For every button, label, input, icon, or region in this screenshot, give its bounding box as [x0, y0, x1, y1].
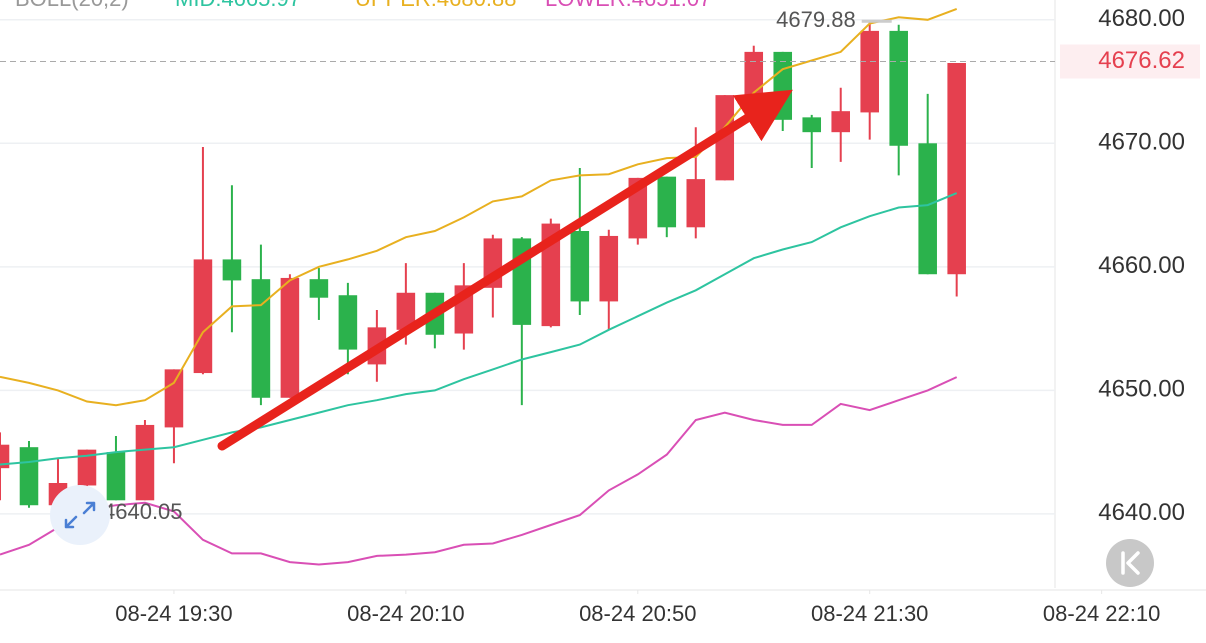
x-tick-label: 08-24 20:10: [347, 601, 464, 626]
candle-body: [0, 444, 10, 469]
band-line: [0, 376, 958, 566]
candle-body: [570, 231, 590, 302]
low-marker-badge: [50, 485, 110, 545]
last-price-tag: [1060, 44, 1200, 79]
legend-entry: BOLL(20,2): [15, 0, 129, 11]
y-tick-label: 4670.00: [1098, 129, 1185, 156]
candle-body: [860, 30, 879, 113]
band-line: [0, 7, 958, 407]
candle-body: [338, 295, 358, 350]
high-label: 4679.88: [776, 7, 856, 32]
collapse-button[interactable]: [1106, 539, 1154, 587]
candle-body: [309, 279, 329, 298]
candle-body: [106, 452, 126, 501]
grid: 4640.00 4650.00 4660.00 4670.00 4680.00 08-24…: [0, 5, 1185, 626]
x-tick-label: 08-24 19:30: [115, 601, 232, 626]
x-tick-label: 08-24 20:50: [579, 601, 696, 626]
annotations: BOLL(20,2) MID:4665.97 UPPER:4680.88 LOWER:…: [0, 0, 1200, 524]
candle-body: [831, 111, 850, 133]
legend-entry: MID:4665.97: [175, 0, 301, 11]
low-marker-icon: [50, 485, 110, 545]
candle-body: [744, 51, 764, 96]
x-tick-label: 08-24 21:30: [811, 601, 928, 626]
y-tick-label: 4660.00: [1098, 252, 1185, 279]
candle-body: [773, 51, 793, 120]
candle-body: [280, 277, 300, 398]
x-tick-label: 08-24 22:10: [1043, 601, 1160, 626]
last-price-label: 4676.62: [1098, 47, 1185, 74]
expand-icon: [64, 501, 96, 529]
candle-body: [77, 449, 97, 486]
y-tick-label: 4680.00: [1098, 5, 1185, 32]
candle-body: [686, 179, 706, 228]
candle-body: [19, 447, 39, 506]
collapse-icon[interactable]: [1121, 551, 1140, 575]
low-label: 4640.05: [103, 499, 183, 524]
legend-entry: UPPER:4680.88: [355, 0, 516, 11]
candle-body: [396, 292, 416, 330]
candle-body: [715, 95, 735, 181]
candle-body: [657, 176, 677, 228]
candle-body: [918, 143, 937, 275]
candle-body: [947, 63, 966, 275]
candle-body: [164, 369, 184, 428]
trend-arrow: [217, 89, 793, 451]
candle-body: [222, 259, 242, 281]
y-tick-label: 4640.00: [1098, 499, 1185, 526]
band-line: [0, 192, 958, 466]
candle-body: [599, 235, 619, 302]
plot-area: [0, 7, 966, 566]
candle-body: [802, 117, 822, 133]
candle-body: [135, 424, 155, 501]
legend-entry: LOWER:4651.07: [545, 0, 711, 11]
y-tick-label: 4650.00: [1098, 376, 1185, 403]
candle-body: [541, 223, 561, 327]
candle-body: [251, 279, 271, 398]
candle-body: [889, 30, 908, 146]
candle-body: [193, 259, 213, 374]
